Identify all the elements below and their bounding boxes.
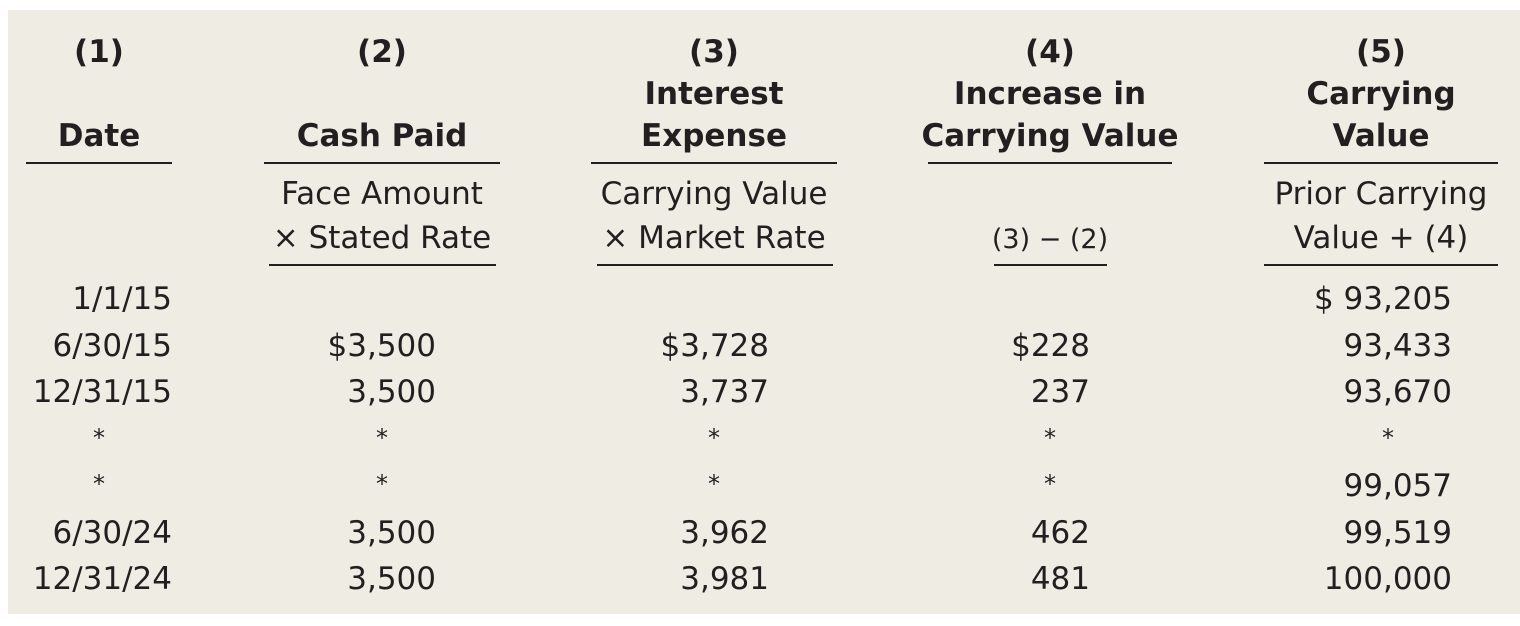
header-rule-cash-paid xyxy=(264,162,500,164)
row-6-increase: 462 xyxy=(1030,515,1090,551)
row-3-carrying-value: 93,670 xyxy=(1343,374,1452,410)
header-rule-carrying-value xyxy=(1264,162,1498,164)
row-6-date: 6/30/24 xyxy=(52,515,172,551)
row-3-increase: 237 xyxy=(1030,374,1090,410)
formula-interest-expense-line2: × Market Rate xyxy=(602,220,826,256)
row-4-interest-expense: * xyxy=(708,424,720,452)
row-4-cash-paid: * xyxy=(376,424,388,452)
header-carrying-value-line1: Carrying xyxy=(1306,76,1456,112)
header-rule-date xyxy=(26,162,172,164)
row-6-interest-expense: 3,962 xyxy=(680,515,769,551)
amortization-schedule: (1) Date (2) Cash Paid (3) Interest Expe… xyxy=(8,10,1520,614)
header-rule-increase xyxy=(928,162,1172,164)
header-increase-line1: Increase in xyxy=(953,76,1147,112)
header-cash-paid-label: Cash Paid xyxy=(296,118,468,154)
header-rule-interest-expense xyxy=(591,162,837,164)
row-2-cash-paid: $3,500 xyxy=(327,328,436,364)
header-interest-expense-number: (3) xyxy=(689,34,739,70)
formula-cash-paid-line1: Face Amount xyxy=(281,176,483,212)
header-increase-line2: Carrying Value xyxy=(921,118,1179,154)
formula-carrying-value-line1: Prior Carrying xyxy=(1274,176,1488,212)
header-increase-number: (4) xyxy=(1025,34,1075,70)
row-4-increase: * xyxy=(1044,424,1056,452)
row-2-increase: $228 xyxy=(1011,328,1090,364)
formula-rule-interest-expense xyxy=(597,264,833,266)
header-carrying-value-number: (5) xyxy=(1356,34,1406,70)
row-4-carrying-value: * xyxy=(1382,424,1394,452)
header-date-number: (1) xyxy=(74,34,124,70)
row-6-carrying-value: 99,519 xyxy=(1343,515,1452,551)
row-5-date: * xyxy=(93,470,105,498)
formula-rule-cash-paid xyxy=(269,264,496,266)
row-6-cash-paid: 3,500 xyxy=(347,515,436,551)
formula-rule-carrying-value xyxy=(1264,264,1498,266)
header-cash-paid-number: (2) xyxy=(357,34,407,70)
row-5-increase: * xyxy=(1044,470,1056,498)
row-7-date: 12/31/24 xyxy=(32,561,172,597)
row-7-carrying-value: 100,000 xyxy=(1323,561,1452,597)
row-5-carrying-value: 99,057 xyxy=(1343,468,1452,504)
row-7-cash-paid: 3,500 xyxy=(347,561,436,597)
formula-interest-expense-line1: Carrying Value xyxy=(600,176,828,212)
row-3-interest-expense: 3,737 xyxy=(680,374,769,410)
row-5-interest-expense: * xyxy=(708,470,720,498)
header-interest-expense-line2: Expense xyxy=(641,118,787,154)
header-carrying-value-line2: Value xyxy=(1332,118,1430,154)
row-3-cash-paid: 3,500 xyxy=(347,374,436,410)
formula-carrying-value-line2: Value + (4) xyxy=(1293,220,1469,256)
row-7-interest-expense: 3,981 xyxy=(680,561,769,597)
row-5-cash-paid: * xyxy=(376,470,388,498)
row-1-date: 1/1/15 xyxy=(72,281,172,317)
row-2-interest-expense: $3,728 xyxy=(660,328,769,364)
header-interest-expense-line1: Interest xyxy=(644,76,784,112)
header-date-label: Date xyxy=(57,118,141,154)
row-4-date: * xyxy=(93,424,105,452)
formula-cash-paid-line2: × Stated Rate xyxy=(272,220,492,256)
formula-rule-increase xyxy=(994,264,1107,266)
row-2-carrying-value: 93,433 xyxy=(1343,328,1452,364)
row-3-date: 12/31/15 xyxy=(32,374,172,410)
row-7-increase: 481 xyxy=(1030,561,1090,597)
row-2-date: 6/30/15 xyxy=(52,328,172,364)
row-1-carrying-value: $ 93,205 xyxy=(1313,281,1452,317)
formula-increase-line2: (3) − (2) xyxy=(991,224,1109,255)
